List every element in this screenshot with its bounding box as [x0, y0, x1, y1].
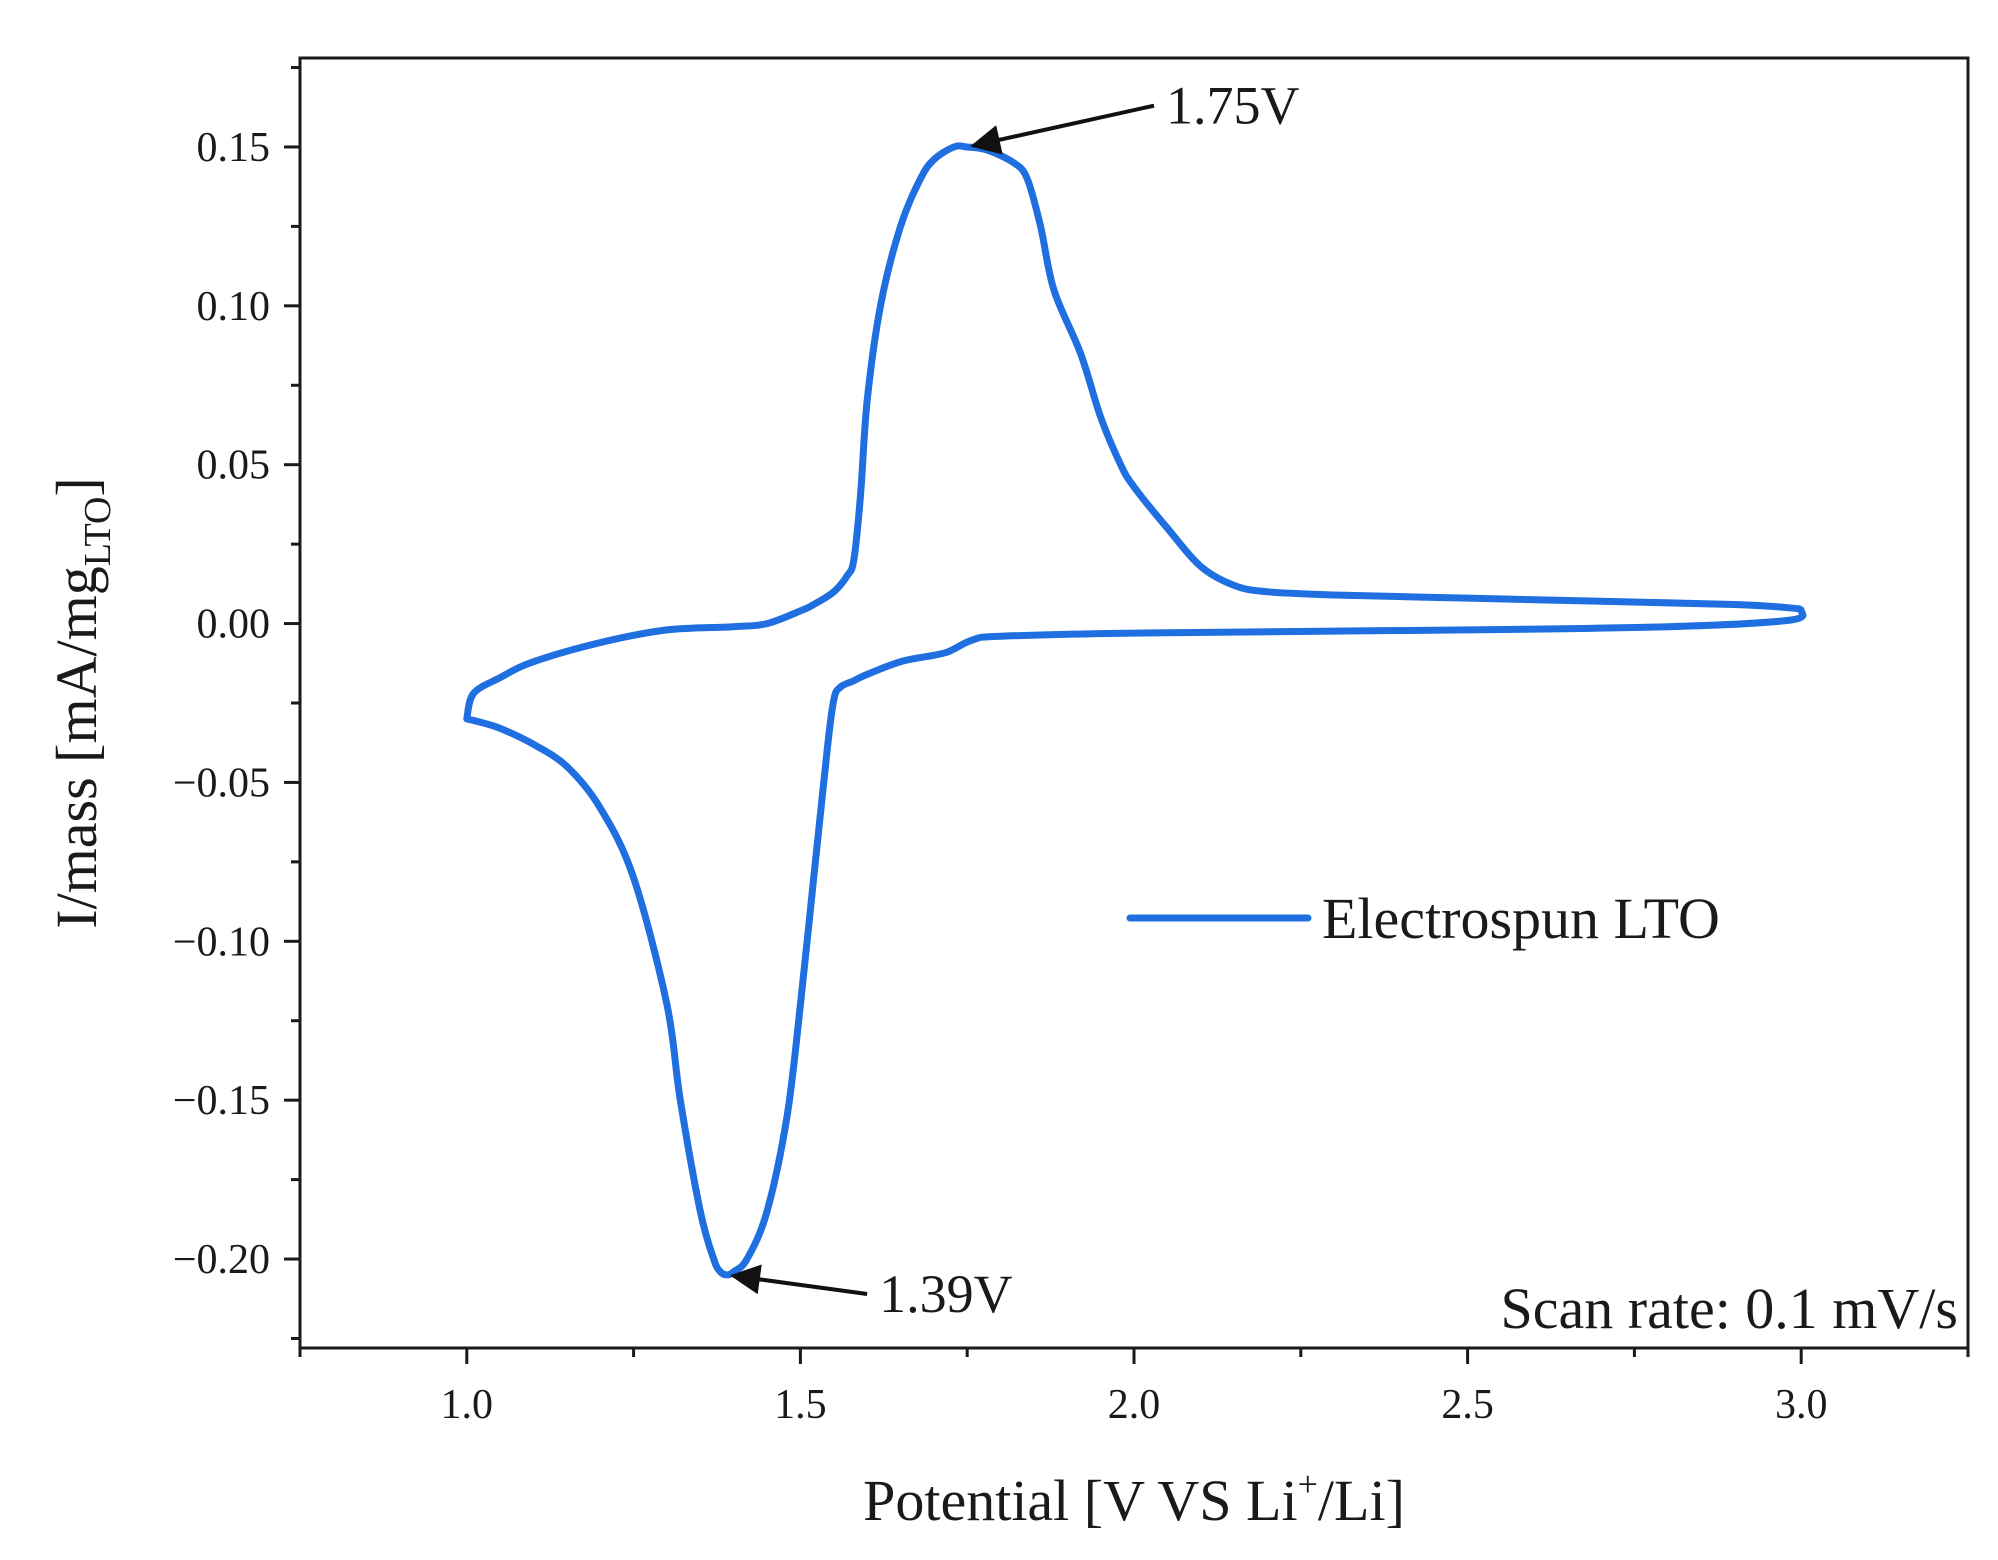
plot-frame-group: [298, 56, 1970, 1350]
y-axis-title: I/mass [mA/mgLTO]: [44, 477, 119, 929]
y-tick-label: −0.20: [173, 1237, 270, 1283]
annotation-label: 1.75V: [1166, 76, 1300, 136]
annotation-arrow: [729, 1264, 868, 1296]
x-tick-label: 2.5: [1441, 1382, 1494, 1428]
y-tick-label: 0.05: [197, 443, 271, 489]
x-axis-title-suffix: /Li]: [1318, 1468, 1405, 1533]
y-tick-label: 0.15: [197, 125, 271, 171]
x-axis-title-prefix: Potential [V VS Li: [863, 1468, 1298, 1533]
y-axis-title-suffix: ]: [44, 477, 109, 496]
x-axis-title: Potential [V VS Li+/Li]: [863, 1464, 1405, 1533]
y-axis-title-prefix: I/mass [mA/mg: [44, 566, 109, 928]
annotation-arrow: [970, 103, 1155, 155]
x-tick-label: 2.0: [1108, 1382, 1161, 1428]
plot-frame: [298, 56, 1970, 1350]
y-axis-title-sub: LTO: [77, 497, 119, 567]
y-tick-label: −0.10: [173, 919, 270, 965]
x-tick-label: 3.0: [1775, 1382, 1828, 1428]
y-tick-label: −0.15: [173, 1078, 270, 1124]
scan-rate-note: Scan rate: 0.1 mV/s: [1501, 1276, 1958, 1341]
y-tick-label: 0.00: [197, 602, 271, 648]
x-tick-label: 1.0: [441, 1382, 494, 1428]
x-tick-label: 1.5: [774, 1382, 827, 1428]
x-axis-title-sup: +: [1298, 1464, 1318, 1504]
annotation-group: 1.75V 1.39V: [729, 76, 1300, 1324]
y-tick-label: −0.05: [173, 760, 270, 806]
series-line-electrospun-lto: [463, 142, 1807, 1279]
annotation-label: 1.39V: [879, 1264, 1013, 1324]
legend: Electrospun LTO: [1126, 886, 1720, 951]
legend-label: Electrospun LTO: [1322, 886, 1720, 951]
series-group: [463, 142, 1807, 1279]
tick-group: 1.0 1.5 2.0 2.5 3.0 0.15 0.10 0.05 0.00 −0.05 −0.1…: [173, 66, 1970, 1428]
y-tick-label: 0.10: [197, 284, 271, 330]
